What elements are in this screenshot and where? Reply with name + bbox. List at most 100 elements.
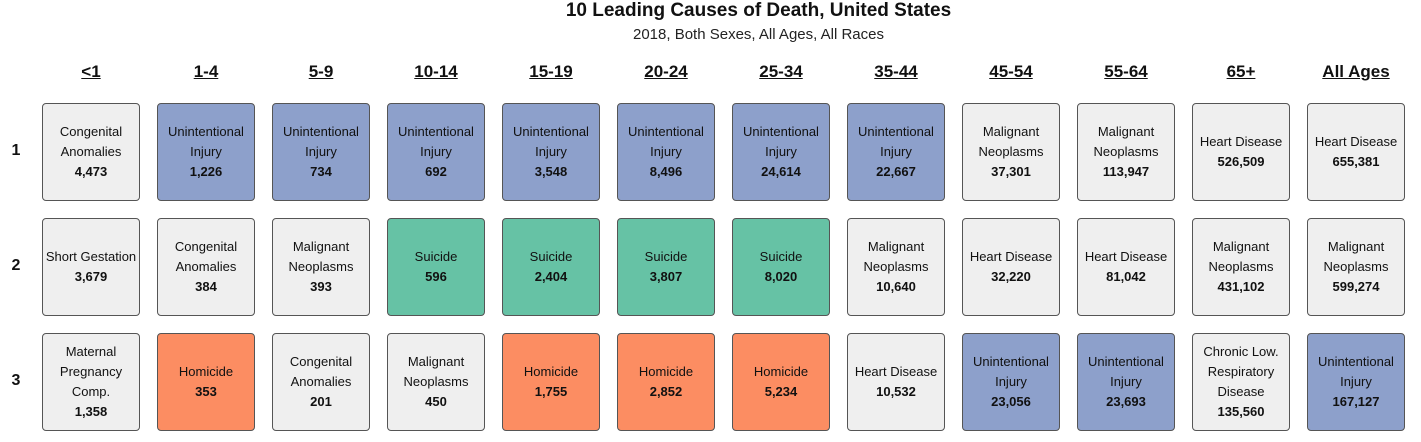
column-header: 10-14 bbox=[414, 62, 458, 81]
cause-label: Chronic Low. Respiratory Disease bbox=[1203, 344, 1279, 399]
cause-cell: Malignant Neoplasms 37,301 bbox=[962, 103, 1060, 201]
cause-label: Suicide bbox=[759, 249, 803, 264]
death-count: 22,667 bbox=[876, 164, 916, 179]
cause-label: Malignant Neoplasms bbox=[403, 354, 469, 389]
cause-cell: Heart Disease 526,509 bbox=[1192, 103, 1290, 201]
cause-label: Heart Disease bbox=[1084, 249, 1168, 264]
cause-label: Malignant Neoplasms bbox=[978, 124, 1044, 159]
cause-cell: Chronic Low. Respiratory Disease 135,560 bbox=[1192, 333, 1290, 431]
death-count: 5,234 bbox=[764, 384, 798, 399]
cause-cell: Maternal Pregnancy Comp. 1,358 bbox=[42, 333, 140, 431]
cause-cell: Heart Disease 81,042 bbox=[1077, 218, 1175, 316]
death-count: 393 bbox=[310, 279, 332, 294]
cause-label: Unintentional Injury bbox=[168, 124, 244, 159]
death-count: 23,693 bbox=[1106, 394, 1146, 409]
cause-label: Homicide bbox=[523, 364, 579, 379]
rank-label: 3 bbox=[11, 372, 21, 389]
death-count: 1,755 bbox=[534, 384, 568, 399]
cause-cell: Malignant Neoplasms 393 bbox=[272, 218, 370, 316]
cause-label: Congenital Anomalies bbox=[174, 239, 238, 274]
cause-cell: Malignant Neoplasms 599,274 bbox=[1307, 218, 1405, 316]
death-count: 3,548 bbox=[534, 164, 568, 179]
cause-cell: Heart Disease 655,381 bbox=[1307, 103, 1405, 201]
death-count: 81,042 bbox=[1106, 269, 1146, 284]
cause-cell: Suicide 8,020 bbox=[732, 218, 830, 316]
death-count: 1,226 bbox=[189, 164, 223, 179]
cause-cell: Homicide 2,852 bbox=[617, 333, 715, 431]
death-count: 4,473 bbox=[74, 164, 108, 179]
cause-cell: Malignant Neoplasms 10,640 bbox=[847, 218, 945, 316]
cause-cell: Homicide 353 bbox=[157, 333, 255, 431]
death-count: 10,532 bbox=[876, 384, 916, 399]
cause-label: Unintentional Injury bbox=[1088, 354, 1164, 389]
cause-cell: Unintentional Injury 23,693 bbox=[1077, 333, 1175, 431]
death-count: 135,560 bbox=[1217, 404, 1265, 419]
column-header: 55-64 bbox=[1104, 62, 1148, 81]
cause-label: Homicide bbox=[178, 364, 234, 379]
cause-label: Malignant Neoplasms bbox=[1323, 239, 1389, 274]
column-header: 25-34 bbox=[759, 62, 803, 81]
death-count: 2,404 bbox=[534, 269, 568, 284]
cause-cell: Unintentional Injury 167,127 bbox=[1307, 333, 1405, 431]
column-header: <1 bbox=[81, 62, 101, 81]
death-count: 692 bbox=[425, 164, 447, 179]
death-count: 32,220 bbox=[991, 269, 1031, 284]
cause-cell: Homicide 1,755 bbox=[502, 333, 600, 431]
cause-cell: Suicide 596 bbox=[387, 218, 485, 316]
death-count: 353 bbox=[195, 384, 217, 399]
cause-cell: Heart Disease 32,220 bbox=[962, 218, 1060, 316]
column-header: 45-54 bbox=[989, 62, 1033, 81]
cause-label: Heart Disease bbox=[969, 249, 1053, 264]
death-count: 201 bbox=[310, 394, 332, 409]
cause-label: Unintentional Injury bbox=[973, 354, 1049, 389]
cause-cell: Congenital Anomalies 201 bbox=[272, 333, 370, 431]
cause-label: Heart Disease bbox=[1199, 134, 1283, 149]
death-count: 450 bbox=[425, 394, 447, 409]
death-count: 599,274 bbox=[1332, 279, 1380, 294]
cause-label: Unintentional Injury bbox=[1318, 354, 1394, 389]
cause-label: Homicide bbox=[638, 364, 694, 379]
death-count: 23,056 bbox=[991, 394, 1031, 409]
death-count: 10,640 bbox=[876, 279, 916, 294]
cause-label: Unintentional Injury bbox=[398, 124, 474, 159]
death-count: 24,614 bbox=[761, 164, 801, 179]
death-count: 384 bbox=[195, 279, 217, 294]
death-count: 1,358 bbox=[74, 404, 108, 419]
column-header: 5-9 bbox=[308, 62, 334, 81]
column-header: All Ages bbox=[1322, 62, 1390, 81]
cause-label: Unintentional Injury bbox=[858, 124, 934, 159]
cause-cell: Malignant Neoplasms 431,102 bbox=[1192, 218, 1290, 316]
death-count: 3,679 bbox=[74, 269, 108, 284]
death-count: 526,509 bbox=[1217, 154, 1265, 169]
cause-cell: Unintentional Injury 23,056 bbox=[962, 333, 1060, 431]
cause-label: Unintentional Injury bbox=[283, 124, 359, 159]
cause-label: Unintentional Injury bbox=[513, 124, 589, 159]
cause-cell: Unintentional Injury 692 bbox=[387, 103, 485, 201]
cause-label: Unintentional Injury bbox=[628, 124, 704, 159]
death-count: 8,020 bbox=[764, 269, 798, 284]
cause-label: Malignant Neoplasms bbox=[1208, 239, 1274, 274]
rank-label: 2 bbox=[11, 257, 21, 274]
cause-label: Unintentional Injury bbox=[743, 124, 819, 159]
cause-cell: Suicide 3,807 bbox=[617, 218, 715, 316]
cause-label: Heart Disease bbox=[1314, 134, 1398, 149]
death-count: 655,381 bbox=[1332, 154, 1380, 169]
column-header: 35-44 bbox=[874, 62, 918, 81]
cause-cell: Short Gestation 3,679 bbox=[42, 218, 140, 316]
cause-label: Heart Disease bbox=[854, 364, 938, 379]
cause-cell: Unintentional Injury 24,614 bbox=[732, 103, 830, 201]
cause-label: Congenital Anomalies bbox=[289, 354, 353, 389]
cause-label: Suicide bbox=[529, 249, 573, 264]
cause-cell: Suicide 2,404 bbox=[502, 218, 600, 316]
death-count: 734 bbox=[310, 164, 332, 179]
cause-label: Malignant Neoplasms bbox=[863, 239, 929, 274]
death-count: 431,102 bbox=[1217, 279, 1265, 294]
column-header: 65+ bbox=[1226, 62, 1256, 81]
cause-cell: Homicide 5,234 bbox=[732, 333, 830, 431]
cause-cell: Unintentional Injury 8,496 bbox=[617, 103, 715, 201]
cause-label: Maternal Pregnancy Comp. bbox=[59, 344, 123, 399]
cause-cell: Congenital Anomalies 384 bbox=[157, 218, 255, 316]
column-header: 20-24 bbox=[644, 62, 688, 81]
cause-cell: Unintentional Injury 734 bbox=[272, 103, 370, 201]
death-count: 3,807 bbox=[649, 269, 683, 284]
